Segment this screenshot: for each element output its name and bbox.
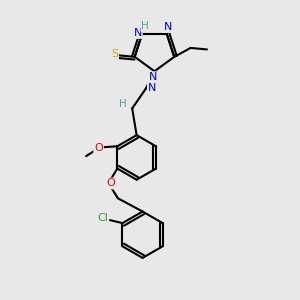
Text: N: N xyxy=(149,72,157,82)
Text: O: O xyxy=(106,178,115,188)
Text: S: S xyxy=(111,49,118,59)
Text: N: N xyxy=(134,28,142,38)
Text: Cl: Cl xyxy=(97,213,108,223)
Text: O: O xyxy=(94,143,103,153)
Text: H: H xyxy=(141,21,149,31)
Text: N: N xyxy=(164,22,172,32)
Text: H: H xyxy=(119,99,127,109)
Text: N: N xyxy=(148,82,156,93)
